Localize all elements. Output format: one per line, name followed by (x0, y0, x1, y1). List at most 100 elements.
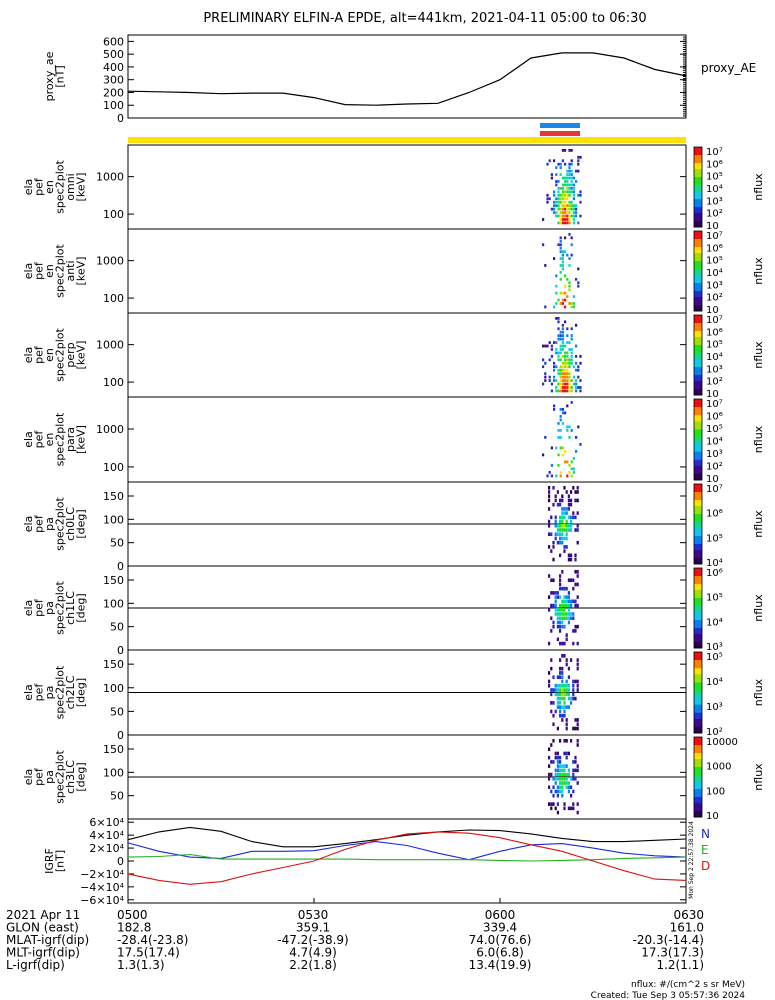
spectrogram-cell (564, 204, 567, 208)
spectrogram-cell (561, 250, 564, 254)
pitch-angle-cell (563, 768, 566, 773)
spectrogram-cell (568, 207, 571, 211)
pitch-angle-cell (563, 603, 566, 608)
spectrogram-cell (544, 372, 547, 376)
colorbar-segment (694, 680, 702, 683)
pitch-angle-cell (567, 806, 570, 811)
colorbar-segment (694, 630, 702, 633)
pitch-angle-cell (563, 701, 566, 705)
pitch-angle-cell (563, 624, 566, 629)
colorbar-segment (694, 383, 702, 386)
spectrogram-cell (557, 207, 560, 211)
spectrogram-cell (572, 218, 575, 221)
pitch-angle-cell (548, 595, 551, 599)
spectrogram-cell (572, 295, 575, 298)
colorbar-segment (694, 779, 702, 782)
spectrogram-cell (570, 358, 573, 362)
igrf-ytick-label: −4×10⁴ (80, 881, 124, 894)
colorbar-segment (694, 646, 702, 649)
pitch-angle-cell (574, 599, 577, 604)
colorbar-tick-label: 10³ (706, 702, 723, 713)
colorbar-segment (694, 526, 702, 529)
spectrogram-cell (575, 214, 578, 218)
colorbar-segment (694, 638, 702, 641)
pitch-angle-cell (565, 637, 568, 642)
pitch-angle-cell (559, 574, 562, 578)
colorbar-segment (694, 273, 702, 276)
spectrogram-cell (557, 162, 560, 166)
colorbar-segment (694, 775, 702, 778)
pitch-angle-cell (561, 781, 564, 785)
spectrogram-cell (544, 436, 547, 439)
colorbar-tick-label: 10⁶ (706, 159, 723, 170)
spectrogram-cell (566, 190, 569, 194)
pitch-angle-cell (576, 641, 579, 646)
axis-label-line: omni (64, 173, 77, 200)
spectrogram-cell (566, 361, 569, 365)
pitch-angle-cell (565, 599, 568, 604)
colorbar-segment (694, 407, 702, 410)
spectrogram-cell (564, 190, 567, 194)
pitch-angle-cell (556, 624, 559, 629)
pitch-angle-cell (550, 688, 553, 692)
colorbar-segment (694, 506, 702, 509)
pitch-angle-cell (548, 802, 551, 806)
colorbar-tick-label: 10 (706, 389, 719, 400)
spectrogram-cell (564, 218, 567, 221)
pitch-angle-cell (572, 599, 575, 604)
annotation-value: 161.0 (670, 921, 704, 935)
spectrogram-cell (570, 302, 573, 305)
spectrogram-cell (564, 386, 567, 389)
pitch-angle-cell (574, 603, 577, 608)
ae-ytick-label: 500 (103, 48, 124, 61)
spectrogram-cell (559, 368, 562, 372)
spectrogram-cell (553, 404, 556, 408)
pitch-angle-cell (561, 666, 564, 671)
colorbar-segment (694, 622, 702, 625)
spectrogram-cell (566, 187, 569, 190)
colorbar-segment (694, 757, 702, 760)
igrf-legend-D: D (701, 859, 710, 873)
pitch-angle-cell (563, 528, 566, 532)
spectrogram-cell (555, 365, 558, 369)
spectrogram-cell (564, 291, 567, 295)
pitch-angle-cell (567, 620, 570, 625)
spectrogram-cell (561, 207, 564, 211)
pitch-angle-cell (556, 637, 559, 642)
spectrogram-cell (561, 211, 564, 214)
colorbar-frame (693, 230, 703, 312)
pitch-angle-cell (559, 595, 562, 599)
colorbar-segment (694, 301, 702, 304)
colorbar-segment (694, 195, 702, 198)
pitch-angle-cell (561, 793, 564, 798)
pitch-angle-cell (563, 524, 566, 528)
spectrogram-cell (577, 386, 580, 389)
colorbar-segment (694, 463, 702, 467)
pitch-angle-cell (570, 612, 573, 616)
spectrogram-cell (568, 382, 571, 386)
spectrogram-cell (559, 246, 562, 250)
pitch-angle-cell (563, 692, 566, 697)
spectrogram-cell (561, 291, 564, 295)
spectrogram-cell (561, 218, 564, 221)
ytick-label: 100 (103, 597, 124, 610)
spectrogram-cell (579, 361, 582, 365)
spectrogram-cell (555, 197, 558, 201)
pitch-angle-cell (563, 612, 566, 616)
ae-ytick-label: 600 (103, 35, 124, 48)
spectrogram-cell (559, 386, 562, 389)
pitch-angle-cell (565, 658, 568, 662)
ytick-label: 100 (103, 292, 124, 305)
colorbar-tick-label: 10² (706, 462, 723, 473)
annotation-value: 0500 (117, 908, 148, 922)
axis-label-line: proxy_ae (43, 51, 56, 101)
spectrogram-cell (542, 365, 545, 369)
colorbar-segment (694, 291, 702, 294)
pitch-angle-cell (570, 603, 573, 608)
panel-frame (127, 144, 687, 230)
colorbar-segment (694, 730, 702, 734)
pitch-angle-cell (572, 578, 575, 583)
colorbar-label: nflux (752, 341, 765, 369)
colorbar-segment (694, 755, 702, 758)
